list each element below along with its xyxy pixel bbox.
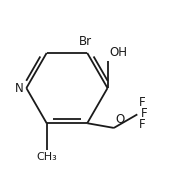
Text: Br: Br [79,35,92,48]
Text: F: F [140,107,147,120]
Text: N: N [14,82,23,95]
Text: F: F [139,118,146,131]
Text: OH: OH [109,46,127,58]
Text: CH₃: CH₃ [36,152,57,162]
Text: O: O [115,113,124,126]
Text: F: F [139,96,146,109]
